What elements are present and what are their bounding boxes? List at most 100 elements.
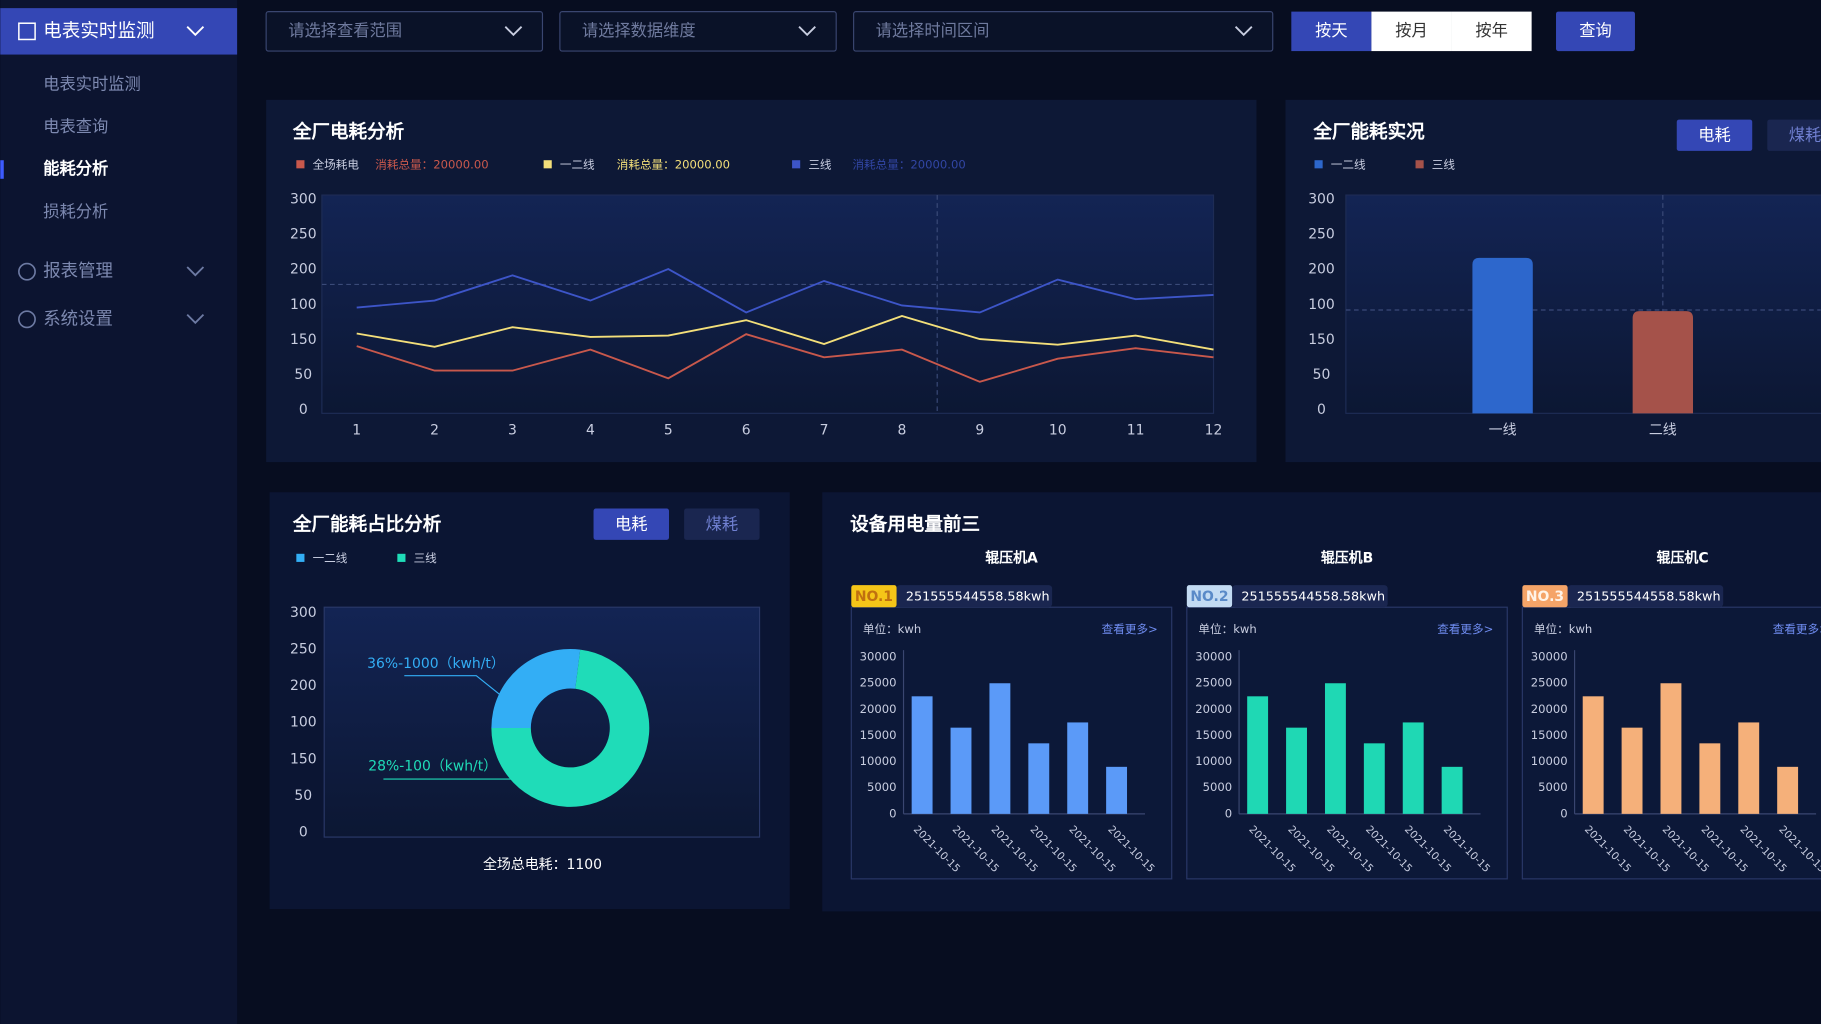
chevron bbox=[1234, 26, 1253, 37]
bar bbox=[1106, 766, 1128, 814]
line-series bbox=[356, 314, 1214, 351]
legend-label: 一二线 bbox=[560, 157, 595, 171]
query-button[interactable] bbox=[1556, 11, 1635, 52]
group-icon bbox=[18, 310, 36, 329]
y-tick-label: 5000 bbox=[867, 780, 897, 794]
x-tick-label: 5 bbox=[664, 423, 673, 439]
legend-total: 消耗总量：20000.00 bbox=[617, 157, 730, 171]
panel-title: 全厂能耗占比分析 bbox=[292, 513, 442, 535]
period-button[interactable] bbox=[1451, 11, 1532, 52]
y-tick-label: 300 bbox=[290, 605, 317, 621]
y-tick-label: 20000 bbox=[860, 702, 897, 716]
y-tick-label: 0 bbox=[1317, 402, 1326, 418]
bar bbox=[1632, 311, 1694, 414]
bar bbox=[1582, 696, 1604, 814]
chevron bbox=[186, 26, 205, 37]
total-tab bbox=[1567, 585, 1724, 608]
chevron bbox=[798, 26, 816, 37]
bar bbox=[1738, 722, 1760, 814]
card-total: 251555544558.58kwh bbox=[906, 589, 1050, 604]
card-title: 辊压机B bbox=[1321, 549, 1373, 566]
legend-label: 全场耗电 bbox=[313, 157, 360, 171]
y-tick-label: 20000 bbox=[1531, 702, 1568, 716]
chevron bbox=[186, 266, 205, 277]
legend-label: 三线 bbox=[414, 551, 438, 565]
y-tick-label: 20000 bbox=[1195, 702, 1232, 716]
x-tick-label: 1 bbox=[352, 423, 361, 439]
annotation: 36%-1000（kwh/t） bbox=[367, 656, 505, 672]
card-total: 251555544558.58kwh bbox=[1577, 589, 1721, 604]
menu-title: 电表实时监测 bbox=[43, 21, 154, 42]
x-tick-label: 12 bbox=[1205, 423, 1223, 439]
period-button[interactable] bbox=[1291, 11, 1372, 52]
select[interactable] bbox=[559, 11, 837, 52]
more-link[interactable]: 查看更多> bbox=[1102, 622, 1158, 636]
menu-item[interactable]: 电表查询 bbox=[43, 117, 108, 136]
line-series bbox=[356, 333, 1214, 383]
y-tick-label: 25000 bbox=[860, 676, 897, 690]
unit-label: 单位：kwh bbox=[1534, 622, 1592, 636]
y-tick-label: 10000 bbox=[860, 754, 897, 768]
menu-group[interactable]: 报表管理 bbox=[43, 262, 113, 282]
tab[interactable] bbox=[1676, 119, 1753, 151]
bar bbox=[1286, 727, 1307, 814]
legend-swatch bbox=[296, 160, 305, 169]
menu-group[interactable]: 系统设置 bbox=[43, 309, 113, 329]
panel-title: 全厂能耗实况 bbox=[1312, 121, 1425, 143]
bar bbox=[989, 683, 1011, 814]
x-tick-label: 4 bbox=[586, 423, 595, 439]
total-tab bbox=[896, 585, 1053, 608]
x-tick-label: 10 bbox=[1049, 423, 1067, 439]
period-button[interactable] bbox=[1371, 11, 1452, 52]
bar bbox=[1402, 722, 1424, 814]
more-link[interactable]: 查看更多> bbox=[1773, 622, 1821, 636]
y-tick-label: 10000 bbox=[1195, 754, 1232, 768]
y-tick-label: 15000 bbox=[860, 728, 897, 742]
y-tick-label: 50 bbox=[294, 788, 312, 804]
x-tick-label: 8 bbox=[898, 423, 907, 439]
y-tick-label: 30000 bbox=[1531, 650, 1568, 664]
y-tick-label: 100 bbox=[290, 715, 317, 731]
tab-label: 电耗 bbox=[615, 514, 648, 533]
card bbox=[1186, 606, 1508, 880]
bar bbox=[950, 727, 972, 814]
tab[interactable] bbox=[593, 508, 670, 540]
tab-label: 电耗 bbox=[1698, 125, 1731, 144]
y-tick-label: 250 bbox=[290, 642, 317, 658]
y-tick-label: 200 bbox=[290, 678, 317, 694]
tab[interactable] bbox=[684, 508, 760, 540]
y-tick-label: 25000 bbox=[1531, 676, 1568, 690]
y-tick-label: 100 bbox=[1308, 297, 1335, 313]
y-tick-label: 50 bbox=[294, 367, 312, 383]
y-tick-label: 250 bbox=[290, 227, 317, 243]
x-tick-label: 11 bbox=[1127, 423, 1145, 439]
more-link[interactable]: 查看更多> bbox=[1437, 622, 1493, 636]
select[interactable] bbox=[265, 11, 544, 52]
card-title: 辊压机A bbox=[985, 549, 1038, 566]
group-icon bbox=[18, 262, 36, 281]
x-tick-label: 3 bbox=[508, 423, 517, 439]
query-label: 查询 bbox=[1579, 21, 1612, 40]
tab[interactable] bbox=[1767, 119, 1821, 151]
rank-label: NO.1 bbox=[855, 589, 893, 605]
y-tick-label: 5000 bbox=[1538, 780, 1568, 794]
legend-swatch bbox=[1415, 160, 1424, 169]
pie-slice bbox=[491, 648, 581, 728]
x-tick-label: 6 bbox=[742, 423, 751, 439]
bar bbox=[1660, 683, 1682, 814]
legend-total: 消耗总量：20000.00 bbox=[852, 157, 965, 171]
select-placeholder: 请选择数据维度 bbox=[582, 21, 696, 40]
y-tick-label: 250 bbox=[1308, 227, 1335, 243]
pie-slice bbox=[491, 649, 650, 807]
legend-label: 三线 bbox=[808, 157, 832, 171]
leader-line bbox=[404, 675, 500, 695]
menu-item[interactable]: 能耗分析 bbox=[43, 159, 108, 178]
y-tick-label: 0 bbox=[1225, 806, 1232, 820]
menu-item[interactable]: 损耗分析 bbox=[43, 202, 108, 221]
menu-item[interactable]: 电表实时监测 bbox=[43, 74, 140, 93]
unit-label: 单位：kwh bbox=[1198, 622, 1256, 636]
select[interactable] bbox=[853, 11, 1274, 52]
legend-swatch bbox=[296, 553, 305, 562]
